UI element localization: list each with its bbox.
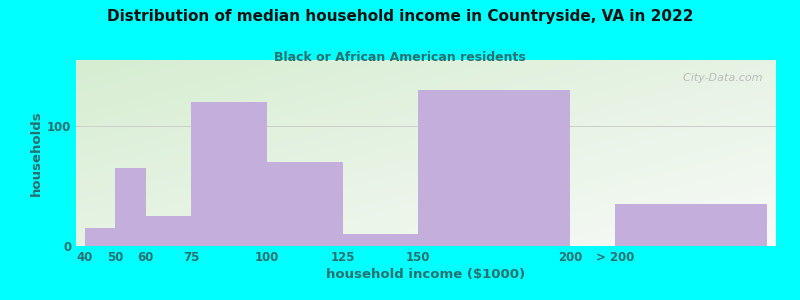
Bar [267,162,342,246]
Bar [146,216,191,246]
Bar [115,168,146,246]
Text: City-Data.com: City-Data.com [675,73,762,83]
Bar [342,234,418,246]
Text: Black or African American residents: Black or African American residents [274,51,526,64]
Bar [85,228,115,246]
Bar [615,204,767,246]
X-axis label: household income ($1000): household income ($1000) [326,268,526,281]
Text: Distribution of median household income in Countryside, VA in 2022: Distribution of median household income … [106,9,694,24]
Bar [191,102,267,246]
Y-axis label: households: households [30,110,42,196]
Bar [418,90,570,246]
